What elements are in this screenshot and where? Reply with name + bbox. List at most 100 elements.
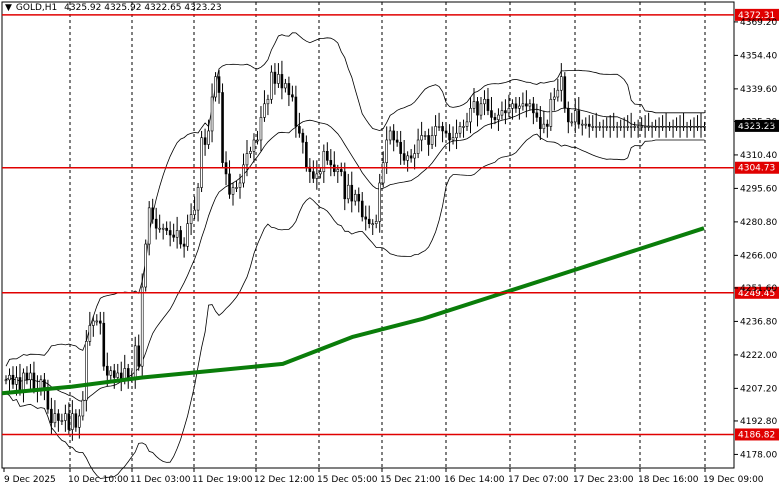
candle-body	[71, 413, 74, 430]
candle-body	[580, 123, 584, 126]
candle-body	[200, 137, 203, 188]
candle-body	[249, 151, 252, 154]
candle-body	[319, 171, 322, 175]
candle-body	[284, 83, 287, 89]
candle-body	[483, 98, 486, 105]
candle-body	[619, 126, 622, 128]
candle-body	[427, 135, 430, 145]
candle-body	[95, 320, 99, 323]
candle-body	[357, 193, 361, 202]
candle-body	[315, 173, 319, 179]
candle-body	[399, 141, 402, 154]
candle-body	[521, 103, 525, 107]
candle-body	[88, 325, 92, 342]
candle-body	[486, 98, 490, 111]
x-tick-label: 17 Dec 07:00	[508, 475, 569, 485]
candle-body	[182, 243, 186, 247]
x-tick-label: 11 Dec 03:00	[130, 475, 191, 485]
candle-body	[608, 126, 612, 128]
candle-body	[413, 153, 416, 159]
candle-body	[25, 372, 29, 381]
candle-body	[140, 286, 144, 367]
candle-body	[329, 160, 333, 166]
candle-body	[29, 372, 32, 381]
candle-body	[46, 388, 50, 410]
candle-body	[647, 126, 650, 128]
candle-body	[298, 126, 301, 134]
candle-body	[587, 123, 591, 127]
candle-body	[490, 110, 493, 118]
candle-body	[217, 76, 221, 93]
candlesticks	[4, 60, 706, 441]
candle-body	[409, 155, 413, 159]
candle-body	[81, 399, 85, 417]
x-tick-label: 10 Dec 10:00	[68, 475, 129, 485]
candle-body	[479, 103, 483, 116]
candle-body	[228, 173, 231, 195]
candle-body	[657, 126, 661, 128]
candle-body	[601, 126, 605, 128]
level-label: 4372.31	[738, 11, 775, 21]
candle-body	[476, 101, 479, 116]
candle-body	[259, 117, 263, 141]
candle-body	[165, 227, 168, 231]
candle-body	[336, 169, 340, 172]
y-tick-label: 4325.20	[740, 117, 777, 127]
candle-body	[305, 141, 308, 168]
candle-body	[549, 98, 553, 127]
candle-body	[441, 126, 444, 132]
candle-body	[654, 126, 657, 128]
candle-body	[682, 126, 685, 128]
collapse-arrow-icon[interactable]: ▼	[5, 3, 12, 13]
candle-body	[252, 139, 256, 152]
candle-body	[161, 227, 165, 230]
x-tick-label: 17 Dec 23:00	[573, 475, 634, 485]
current-price-label: 4323.23	[738, 122, 775, 132]
candle-body	[15, 377, 18, 385]
candle-body	[591, 126, 595, 128]
candle-body	[671, 126, 675, 128]
candle-body	[11, 374, 15, 385]
candle-body	[133, 345, 137, 378]
y-tick-label: 4339.60	[740, 85, 777, 95]
candle-body	[339, 169, 343, 172]
band-lower	[5, 133, 705, 479]
candle-body	[238, 182, 242, 188]
candle-body	[385, 139, 388, 163]
y-axis: 4178.00 4192.80 4207.20 4222.00 4236.80 4251.…	[734, 18, 777, 460]
candle-body	[434, 126, 437, 136]
candle-body	[553, 96, 556, 100]
candle-body	[280, 74, 284, 89]
candle-body	[416, 139, 420, 154]
candle-body	[689, 126, 692, 128]
candle-body	[594, 126, 598, 128]
candle-body	[263, 103, 266, 118]
x-tick-label: 11 Dec 19:00	[192, 475, 253, 485]
candle-body	[629, 126, 633, 128]
candle-body	[266, 98, 270, 105]
candle-body	[60, 420, 64, 422]
candle-body	[626, 126, 629, 128]
candle-body	[168, 230, 172, 236]
candle-body	[189, 214, 193, 224]
candle-body	[392, 130, 395, 141]
candle-body	[640, 126, 643, 128]
candle-body	[497, 114, 500, 120]
candle-body	[186, 223, 189, 247]
chart-header: ▼ GOLD,H1 4325.92 4325.92 4322.65 4323.23	[5, 3, 226, 13]
candle-body	[675, 126, 678, 128]
candle-body	[350, 184, 354, 202]
candle-body	[462, 126, 465, 128]
candle-body	[175, 230, 179, 238]
candle-body	[430, 135, 434, 145]
candle-body	[92, 320, 95, 326]
candle-body	[8, 374, 11, 381]
candle-body	[242, 164, 245, 184]
symbol-label: GOLD,H1	[15, 3, 58, 13]
level-label: 4249.45	[738, 289, 775, 299]
x-tick-label: 12 Dec 12:00	[254, 475, 315, 485]
candle-body	[245, 153, 249, 166]
candle-body	[154, 218, 158, 229]
candle-body	[566, 108, 570, 123]
candle-body	[699, 126, 703, 128]
